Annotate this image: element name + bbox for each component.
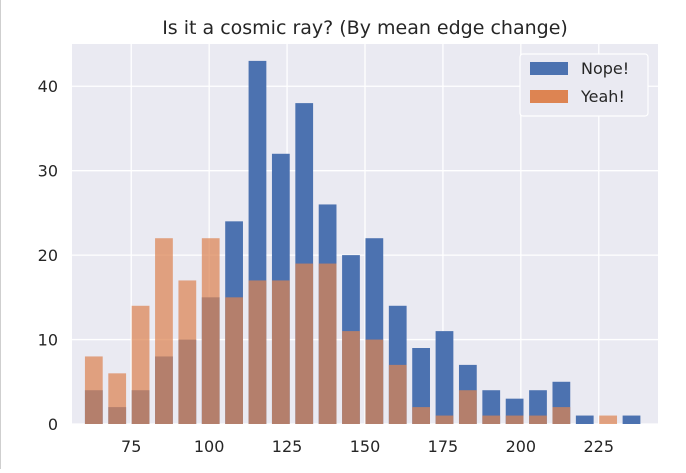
bar-yeah bbox=[482, 415, 501, 424]
bar-yeah bbox=[388, 364, 407, 424]
bar-yeah bbox=[108, 373, 127, 424]
y-tick-label: 30 bbox=[38, 162, 58, 181]
bar-nope bbox=[435, 331, 454, 424]
bar-yeah bbox=[131, 305, 150, 424]
bar-yeah bbox=[552, 407, 571, 424]
bar-yeah bbox=[201, 238, 220, 424]
x-tick-label: 100 bbox=[194, 437, 225, 456]
x-tick-label: 125 bbox=[272, 437, 303, 456]
x-tick-label: 225 bbox=[584, 437, 615, 456]
bar-yeah bbox=[529, 415, 547, 424]
bar-yeah bbox=[295, 263, 314, 424]
y-tick-label: 0 bbox=[48, 415, 58, 434]
x-axis-ticks: 75 100 125 150 175 200 225 bbox=[121, 437, 614, 456]
legend[interactable]: Nope! Yeah! bbox=[519, 53, 649, 117]
series-yeah-bars bbox=[84, 238, 618, 424]
bar-yeah bbox=[271, 280, 290, 424]
bar-nope bbox=[412, 348, 430, 424]
bar-yeah bbox=[505, 415, 524, 424]
bar-yeah bbox=[412, 407, 430, 424]
bar-yeah bbox=[155, 238, 173, 424]
y-tick-label: 40 bbox=[38, 77, 58, 96]
bar-nope bbox=[575, 415, 594, 424]
legend-swatch-yeah bbox=[530, 90, 568, 103]
bar-yeah bbox=[599, 415, 618, 424]
bar-yeah bbox=[435, 415, 454, 424]
bar-yeah bbox=[248, 280, 267, 424]
bar-yeah bbox=[84, 356, 103, 424]
bar-yeah bbox=[178, 280, 197, 424]
y-tick-label: 20 bbox=[38, 246, 58, 265]
y-axis-ticks: 0 10 20 30 40 bbox=[38, 77, 58, 434]
figure-border bbox=[0, 0, 1, 469]
x-tick-label: 200 bbox=[506, 437, 537, 456]
bar-yeah bbox=[342, 331, 360, 424]
bar-yeah bbox=[458, 390, 477, 424]
bar-yeah bbox=[318, 263, 337, 424]
x-tick-label: 175 bbox=[428, 437, 459, 456]
chart-title: Is it a cosmic ray? (By mean edge change… bbox=[162, 17, 568, 39]
bar-nope bbox=[622, 415, 641, 424]
x-tick-label: 75 bbox=[121, 437, 141, 456]
bar-yeah bbox=[365, 339, 384, 424]
legend-swatch-nope bbox=[530, 62, 568, 75]
y-tick-label: 10 bbox=[38, 331, 58, 350]
legend-label-yeah: Yeah! bbox=[580, 87, 625, 106]
bar-yeah bbox=[225, 297, 243, 424]
legend-label-nope: Nope! bbox=[581, 59, 629, 78]
x-tick-label: 150 bbox=[350, 437, 381, 456]
